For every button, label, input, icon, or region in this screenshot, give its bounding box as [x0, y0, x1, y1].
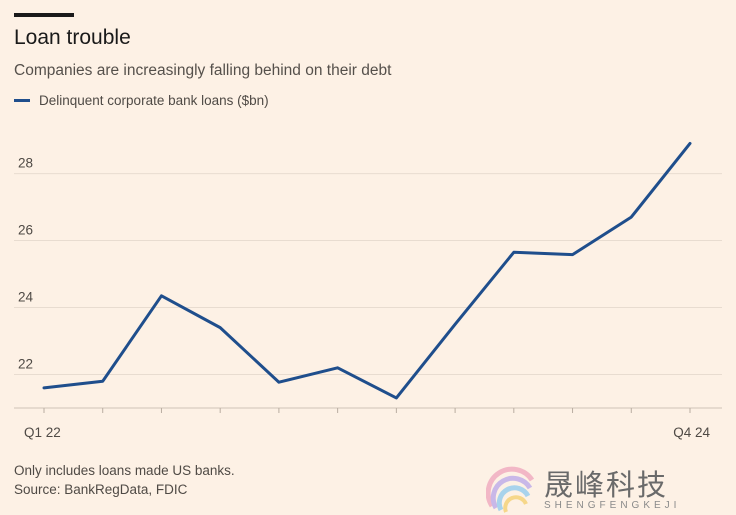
- grid-layer: [14, 173, 722, 376]
- series-layer: [42, 141, 692, 400]
- legend: Delinquent corporate bank loans ($bn): [14, 93, 269, 108]
- footnote-note: Only includes loans made US banks.: [14, 463, 235, 478]
- watermark-brand-latin: SHENGFENGKEJI: [544, 500, 681, 511]
- y-tick-label: 28: [18, 156, 33, 171]
- x-tick-label: Q1 22: [24, 425, 61, 440]
- watermark-logo-icon: [486, 466, 535, 513]
- x-tick-label: Q4 24: [673, 425, 710, 440]
- y-tick-label: 24: [18, 290, 34, 305]
- footnote: Only includes loans made US banks. Sourc…: [14, 461, 235, 499]
- series-line: [42, 141, 692, 400]
- y-tick-label: 26: [18, 223, 33, 238]
- y-tick-label: 22: [18, 357, 33, 372]
- legend-label: Delinquent corporate bank loans ($bn): [39, 93, 269, 108]
- axis-layer: 22 24 26 28 Q1 22 Q4 24: [14, 156, 722, 440]
- watermark: 晟峰科技 SHENGFENGKEJI: [486, 462, 701, 514]
- chart-subtitle: Companies are increasingly falling behin…: [14, 62, 392, 79]
- footnote-source: Source: BankRegData, FDIC: [14, 482, 188, 497]
- chart-title: Loan trouble: [14, 26, 131, 49]
- watermark-brand: 晟峰科技: [544, 468, 669, 502]
- legend-swatch: [14, 99, 30, 102]
- title-accent-bar: [14, 13, 74, 17]
